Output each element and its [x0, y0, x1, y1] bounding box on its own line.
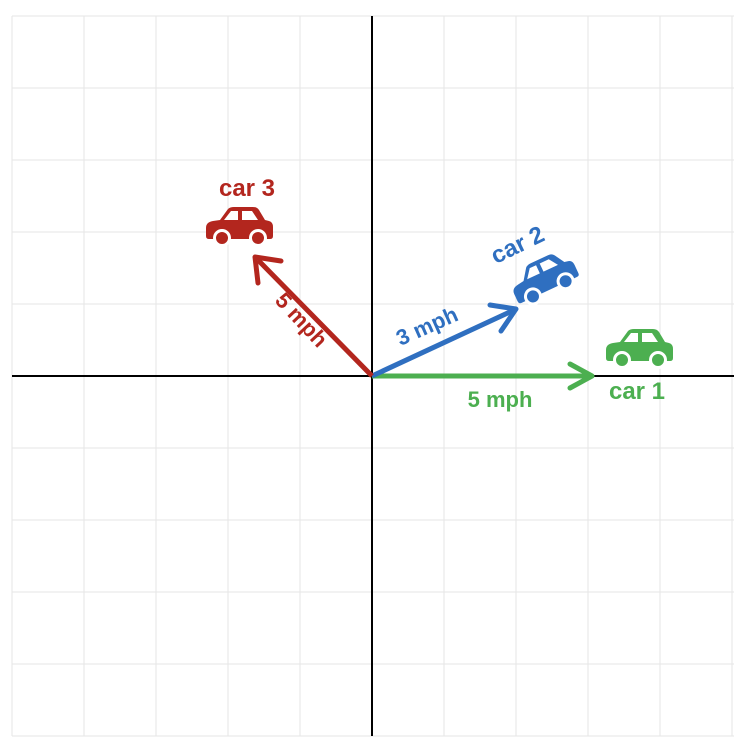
- car2-speed-label: 3 mph: [392, 302, 461, 351]
- car3-group: 5 mph car 3: [206, 175, 374, 378]
- car2-velocity-arrow: [370, 307, 516, 379]
- car1-car-icon: [606, 329, 673, 369]
- car3-speed-label: 5 mph: [270, 288, 332, 352]
- car2-arrowhead: [487, 302, 519, 334]
- car3-arrowhead: [252, 254, 284, 286]
- car2-car-icon: [513, 254, 579, 306]
- car1-speed-label: 5 mph: [468, 387, 533, 412]
- car3-label: car 3: [219, 175, 275, 202]
- car1-group: 5 mph car 1: [372, 329, 673, 412]
- car3-velocity-arrow: [256, 258, 374, 378]
- car1-label: car 1: [609, 378, 665, 405]
- car3-car-icon: [206, 207, 273, 247]
- car1-arrowhead: [567, 361, 595, 391]
- car2-group: 3 mph car 2: [370, 221, 579, 379]
